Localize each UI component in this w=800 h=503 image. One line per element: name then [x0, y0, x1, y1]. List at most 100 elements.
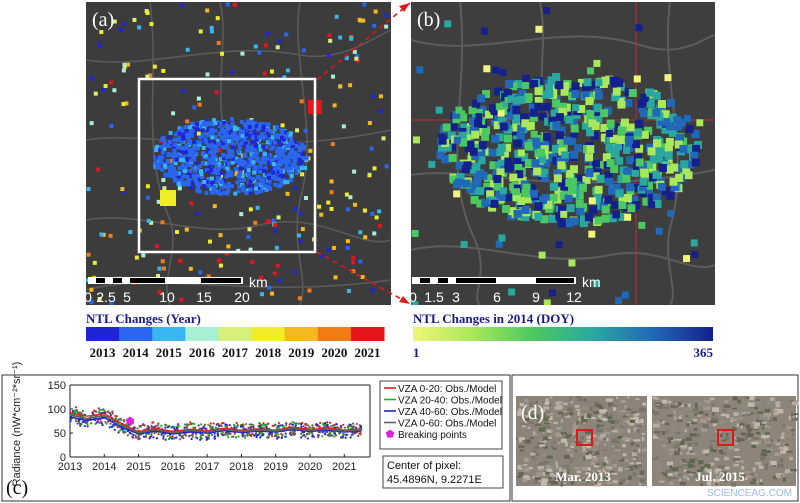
change-pixel [287, 152, 292, 157]
change-pixel [198, 140, 203, 145]
observation-point [110, 425, 113, 428]
change-pixel [228, 172, 233, 177]
change-pixel [648, 193, 657, 202]
change-pixel [200, 174, 205, 179]
change-pixel [544, 151, 553, 160]
image-texture [605, 416, 613, 420]
observation-point [204, 427, 207, 430]
change-pixel [570, 124, 579, 133]
change-pixel [242, 122, 247, 127]
change-pixel [282, 180, 287, 185]
change-pixel [134, 255, 139, 260]
change-pixel [292, 140, 297, 145]
legend-entry: VZA 40-60: Obs./Model [398, 407, 502, 418]
change-pixel [144, 9, 149, 14]
change-pixel [348, 83, 353, 88]
change-pixel [593, 168, 602, 177]
change-pixel [258, 161, 263, 166]
change-pixel [581, 91, 590, 100]
image-texture [755, 478, 759, 484]
change-pixel [611, 77, 620, 86]
change-pixel [492, 66, 500, 74]
image-texture [613, 420, 616, 424]
change-pixel [122, 62, 127, 67]
image-texture [585, 431, 592, 434]
change-pixel [534, 102, 543, 111]
change-pixel [295, 166, 300, 171]
image-texture [734, 441, 739, 445]
change-pixel [208, 144, 213, 149]
change-pixel [469, 147, 478, 156]
change-pixel [625, 135, 634, 144]
change-pixel [531, 159, 540, 168]
change-pixel [218, 191, 223, 196]
change-pixel [290, 145, 295, 150]
change-pixel [558, 178, 567, 187]
change-pixel [271, 170, 276, 175]
panel-b-legend-max: 365 [694, 345, 714, 360]
change-pixel [377, 223, 382, 228]
change-pixel [180, 139, 185, 144]
change-pixel [370, 211, 375, 216]
image-texture [596, 423, 600, 429]
observation-point [333, 435, 336, 438]
image-texture [755, 474, 758, 477]
image-texture [720, 433, 723, 438]
image-texture [562, 438, 566, 443]
image-texture [782, 447, 789, 452]
change-pixel [261, 136, 266, 141]
change-pixel [265, 127, 270, 132]
image-texture [532, 433, 538, 436]
change-pixel [592, 280, 600, 288]
observation-point [153, 431, 156, 435]
change-pixel [555, 212, 564, 221]
image-texture [562, 464, 570, 467]
image-texture [581, 449, 587, 453]
change-pixel [193, 145, 198, 150]
change-pixel [213, 155, 218, 160]
change-pixel [179, 129, 184, 134]
change-pixel [225, 2, 230, 7]
image-texture [589, 406, 593, 411]
image-texture [585, 467, 591, 471]
image-texture [529, 437, 534, 439]
image-texture [566, 471, 570, 474]
change-pixel [272, 140, 277, 145]
change-pixel [549, 182, 558, 191]
change-pixel [285, 68, 290, 73]
change-pixel [185, 175, 190, 180]
image-texture [569, 397, 573, 402]
change-pixel [461, 165, 470, 174]
image-texture [668, 400, 672, 404]
image-texture [728, 397, 732, 402]
change-pixel [633, 153, 642, 162]
image-texture [633, 449, 636, 453]
change-pixel [187, 148, 192, 153]
observation-point [171, 437, 174, 440]
observation-point [343, 426, 346, 429]
change-pixel [282, 174, 287, 179]
change-pixel [222, 137, 227, 142]
change-pixel [242, 161, 247, 166]
change-pixel [235, 180, 240, 185]
image-texture [593, 410, 601, 414]
image-texture [600, 429, 608, 434]
change-pixel [188, 132, 193, 137]
change-pixel [257, 144, 262, 149]
image-texture [774, 452, 781, 456]
change-pixel [212, 147, 217, 152]
image-texture [550, 464, 557, 470]
observation-point [300, 425, 303, 428]
image-texture [629, 417, 635, 420]
image-texture [730, 419, 733, 423]
change-pixel [285, 156, 290, 161]
change-pixel [411, 301, 419, 305]
image-texture [622, 422, 625, 427]
change-pixel [275, 170, 280, 175]
change-pixel [240, 134, 245, 139]
change-pixel [624, 99, 633, 108]
image-texture [658, 427, 665, 430]
image-texture [761, 449, 768, 453]
observation-point [209, 422, 212, 425]
observation-point [323, 425, 326, 429]
